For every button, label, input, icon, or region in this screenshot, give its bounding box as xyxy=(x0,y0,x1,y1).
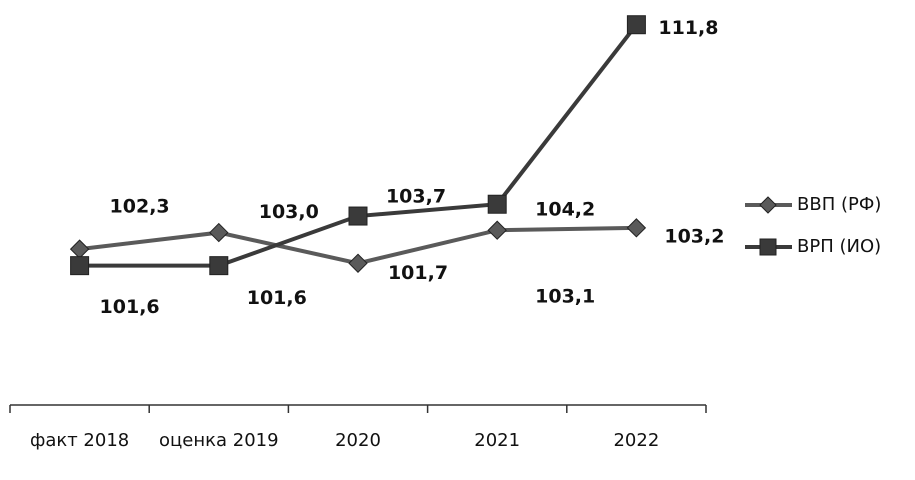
value-label: 104,2 xyxy=(535,199,595,221)
legend-label: ВВП (РФ) xyxy=(797,194,881,215)
value-label: 102,3 xyxy=(110,196,170,218)
point-marker xyxy=(348,253,368,273)
value-label: 103,1 xyxy=(535,286,595,308)
point-marker xyxy=(487,194,507,214)
point-marker xyxy=(626,218,647,238)
value-label: 111,8 xyxy=(658,17,718,39)
point-marker xyxy=(487,220,507,240)
point-marker xyxy=(69,239,90,259)
value-label: 101,7 xyxy=(388,262,448,284)
legend-label: ВРП (ИО) xyxy=(797,236,881,257)
point-marker xyxy=(348,206,368,226)
value-label: 103,2 xyxy=(664,225,724,247)
x-tick-label: 2021 xyxy=(474,430,521,451)
point-marker xyxy=(209,256,229,276)
point-marker xyxy=(70,256,90,276)
point-marker xyxy=(209,222,229,243)
x-tick-label: 2022 xyxy=(613,430,660,451)
value-label: 103,7 xyxy=(386,186,446,208)
legend-marker xyxy=(759,238,777,256)
value-label: 101,6 xyxy=(247,287,307,309)
value-label: 103,0 xyxy=(259,201,319,223)
x-tick-label: факт 2018 xyxy=(29,430,130,451)
value-label: 101,6 xyxy=(100,296,160,318)
legend-marker xyxy=(759,196,777,214)
x-tick-label: 2020 xyxy=(335,430,381,451)
point-marker xyxy=(626,15,646,35)
x-tick-label: оценка 2019 xyxy=(159,430,279,451)
